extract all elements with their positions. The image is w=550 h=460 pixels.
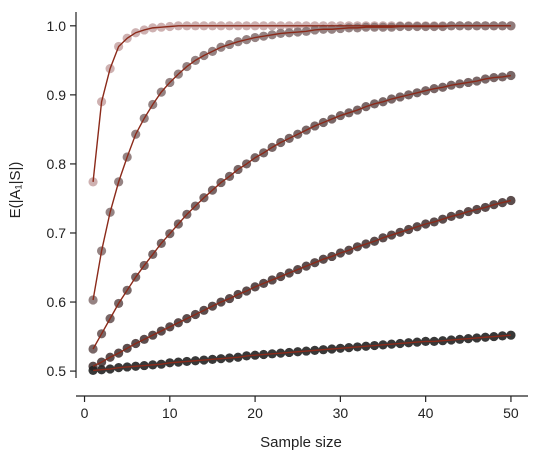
data-point [506, 70, 516, 81]
data-point [506, 330, 516, 340]
x-axis: 0 10 20 30 40 50 [76, 395, 528, 421]
fit-line [92, 199, 512, 367]
y-tick-label: 0.7 [47, 225, 67, 241]
data-point [506, 21, 516, 31]
y-tick-label: 0.9 [47, 87, 67, 103]
y-axis: 0.5 0.6 0.7 0.8 0.9 1.0 [47, 12, 77, 379]
fit-line [92, 25, 511, 301]
x-tick-label: 50 [503, 405, 519, 421]
x-tick-label: 10 [162, 405, 178, 421]
x-tick-label: 40 [418, 405, 434, 421]
data-point [88, 365, 98, 376]
x-axis-title: Sample size [260, 434, 342, 451]
y-tick-label: 0.5 [47, 363, 67, 379]
data-point [506, 195, 516, 206]
fit-line [92, 74, 512, 350]
y-tick-label: 0.6 [47, 294, 67, 310]
y-axis-title: E(|A₁|S|) [7, 162, 24, 219]
x-tick-label: 20 [247, 405, 263, 421]
fit-line [93, 334, 511, 372]
data-points [88, 21, 516, 376]
x-tick-label: 0 [81, 405, 89, 421]
y-tick-label: 1.0 [47, 18, 67, 34]
x-tick-label: 30 [333, 405, 349, 421]
y-tick-label: 0.8 [47, 156, 67, 172]
